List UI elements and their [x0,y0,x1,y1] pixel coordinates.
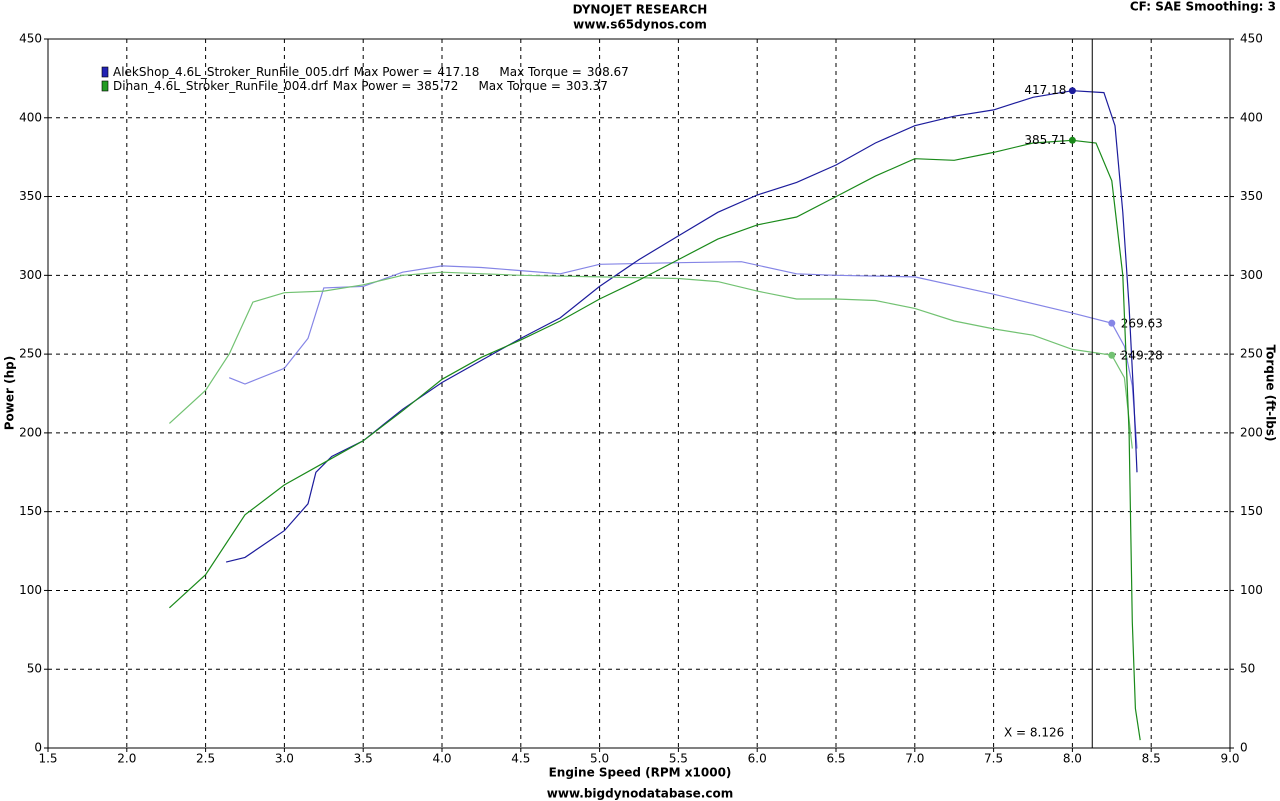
legend-swatch [101,80,109,92]
y2-tick-label: 100 [1240,583,1263,597]
y2-tick-label: 400 [1240,110,1263,124]
x-axis-label: Engine Speed (RPM x1000) [549,766,732,780]
y-tick-label: 450 [19,32,42,46]
peak-marker [1068,136,1076,144]
legend-entry: AlekShop_4.6L_Stroker_RunFile_005.drf Max… [113,65,629,79]
peak-marker [1108,351,1116,359]
y-tick-label: 400 [19,110,42,124]
chart-subtitle: www.s65dynos.com [573,18,707,32]
plot-frame [47,38,1231,749]
legend-entry: Dinan_4.6L_Stroker_RunFile_004.drf Max Po… [113,79,608,93]
torque-line [168,271,1133,449]
y-tick-label: 250 [19,347,42,361]
peak-marker [1108,319,1116,327]
x-tick-label: 7.0 [905,752,924,766]
peak-label: 417.18 [1024,83,1066,97]
peak-label: 269.63 [1121,317,1163,331]
x-tick-label: 2.5 [196,752,215,766]
y-tick-label: 100 [19,583,42,597]
x-tick-label: 6.0 [748,752,767,766]
x-tick-label: 7.5 [984,752,1003,766]
y2-tick-label: 200 [1240,425,1263,439]
x-tick-label: 9.0 [1220,752,1239,766]
x-tick-label: 5.0 [590,752,609,766]
peak-label: 249.28 [1121,349,1163,363]
x-tick-label: 1.5 [38,752,57,766]
x-tick-label: 5.5 [669,752,688,766]
legend-swatch [101,66,109,78]
y-tick-label: 50 [27,662,42,676]
y2-tick-label: 50 [1240,662,1255,676]
y-tick-label: 0 [34,741,42,755]
legend-torque: 303.37 [566,79,608,93]
x-tick-label: 4.0 [432,752,451,766]
x-tick-label: 6.5 [826,752,845,766]
chart-title: DYNOJET RESEARCH [573,3,708,17]
y2-tick-label: 150 [1240,504,1263,518]
power-line [225,90,1138,563]
torque-line [228,261,1138,449]
y-axis-label: Power (hp) [3,356,17,430]
cursor-label: X = 8.126 [1004,726,1064,740]
y2-tick-label: 250 [1240,347,1263,361]
x-tick-label: 3.5 [354,752,373,766]
y-tick-label: 200 [19,425,42,439]
y2-tick-label: 300 [1240,268,1263,282]
y2-tick-label: 350 [1240,189,1263,203]
x-tick-label: 8.5 [1142,752,1161,766]
y2-axis-label: Torque (ft-lbs) [1264,345,1278,442]
legend-power-label: Max Power = [354,65,433,79]
y2-tick-label: 0 [1240,741,1248,755]
x-tick-label: 4.5 [511,752,530,766]
y-tick-label: 350 [19,189,42,203]
y-tick-label: 150 [19,504,42,518]
x-tick-label: 8.0 [1063,752,1082,766]
power-line [168,139,1141,741]
y-tick-label: 300 [19,268,42,282]
legend-torque: 308.67 [587,65,629,79]
legend-name: Dinan_4.6L_Stroker_RunFile_004.drf [113,79,328,93]
peak-marker [1068,87,1076,95]
corner-note: CF: SAE Smoothing: 3 [1130,0,1276,14]
legend-power-label: Max Power = [333,79,412,93]
legend-torque-label: Max Torque = [499,65,581,79]
footer: www.bigdynodatabase.com [547,787,733,801]
x-tick-label: 3.0 [275,752,294,766]
x-tick-label: 2.0 [117,752,136,766]
peak-label: 385.71 [1024,133,1066,147]
legend-power: 385.72 [416,79,458,93]
legend-power: 417.18 [437,65,479,79]
legend-name: AlekShop_4.6L_Stroker_RunFile_005.drf [113,65,349,79]
legend-torque-label: Max Torque = [478,79,560,93]
y2-tick-label: 450 [1240,32,1263,46]
